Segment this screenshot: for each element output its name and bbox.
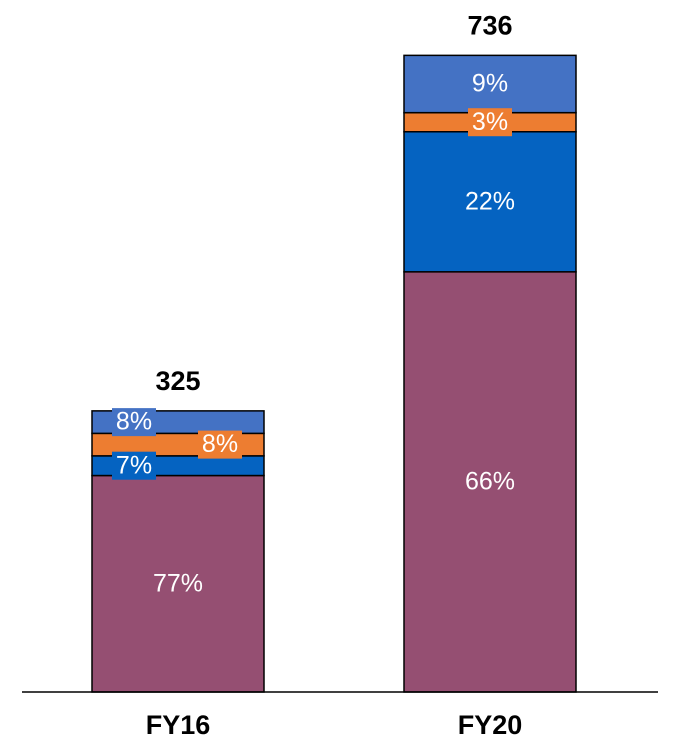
label-box bbox=[198, 430, 242, 459]
label-box bbox=[112, 451, 156, 480]
label-box bbox=[468, 108, 512, 137]
segment-label: 8% bbox=[116, 408, 152, 436]
label-box bbox=[112, 408, 156, 437]
segment-label: 3% bbox=[472, 108, 508, 136]
segment-label: 22% bbox=[465, 187, 515, 215]
x-tick-label: FY20 bbox=[458, 710, 523, 740]
segment-label: 66% bbox=[465, 468, 515, 496]
segment-label: 9% bbox=[472, 70, 508, 98]
segment-label: 8% bbox=[202, 430, 238, 458]
bar-segment bbox=[403, 54, 577, 114]
total-label: 325 bbox=[155, 366, 200, 396]
segment-label: 77% bbox=[153, 569, 203, 597]
bar-segment bbox=[403, 271, 577, 693]
total-label: 736 bbox=[467, 10, 512, 40]
bar-segment bbox=[91, 474, 265, 693]
x-tick-label: FY16 bbox=[146, 710, 211, 740]
segment-label: 7% bbox=[116, 451, 152, 479]
